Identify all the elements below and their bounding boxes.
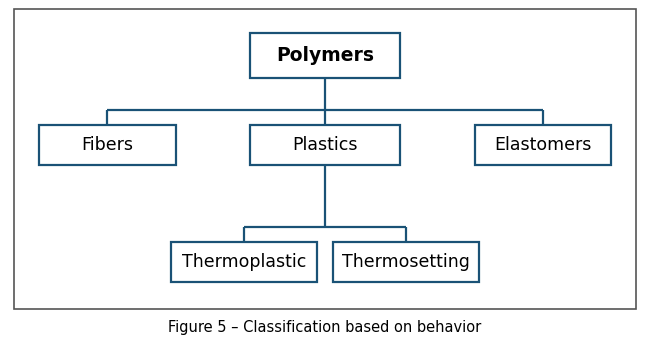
Text: Fibers: Fibers	[81, 136, 133, 154]
Bar	[250, 125, 400, 165]
Bar	[333, 242, 479, 282]
Text: Thermosetting: Thermosetting	[343, 253, 470, 271]
Text: Elastomers: Elastomers	[494, 136, 592, 154]
Text: Plastics: Plastics	[292, 136, 358, 154]
Bar	[39, 125, 176, 165]
Bar	[250, 33, 400, 78]
Text: Figure 5 – Classification based on behavior: Figure 5 – Classification based on behav…	[168, 319, 482, 335]
Text: Thermoplastic: Thermoplastic	[181, 253, 306, 271]
Bar	[170, 242, 317, 282]
Text: Polymers: Polymers	[276, 46, 374, 65]
Bar	[14, 9, 636, 309]
Bar	[474, 125, 611, 165]
